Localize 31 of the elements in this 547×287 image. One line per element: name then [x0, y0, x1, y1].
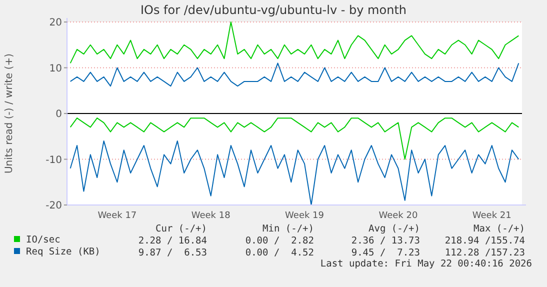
y-tick-label: 10 [49, 63, 62, 74]
text: Max (-/+) [474, 223, 525, 234]
x-tick-label: Week 20 [378, 211, 418, 222]
text: 0.00 / 4.52 [245, 247, 314, 258]
text: 218.94 /155.74 [444, 235, 526, 246]
text: 9.87 / 6.53 [138, 247, 207, 258]
line-series [70, 22, 520, 64]
chart-title: IOs for /dev/ubuntu-vg/ubuntu-lv - by month [140, 3, 407, 17]
y-axis-title: Units read (-) / write (+) [4, 53, 15, 174]
text: Avg (-/+) [368, 223, 420, 234]
legend-label: IO/sec [26, 234, 60, 246]
y-tick-label: 20 [49, 18, 62, 28]
x-tick-label: Week 18 [191, 211, 231, 222]
text: Last update: Fri May 22 00:40:16 2026 [320, 258, 532, 270]
y-tick-label: -20 [46, 200, 62, 212]
text: Cur (-/+) [156, 223, 207, 234]
x-tick-label: Week 17 [98, 211, 137, 222]
text: Min (-/+) [262, 223, 314, 234]
text: 2.36 / 13.73 [351, 235, 420, 246]
text: 9.45 / 7.23 [351, 247, 420, 258]
text: 0.00 / 2.82 [245, 235, 314, 246]
text: 2.28 / 16.84 [138, 235, 208, 246]
line-series [70, 118, 520, 160]
line-series [70, 140, 520, 206]
text: 112.28 /157.23 [444, 247, 525, 258]
y-tick-label: -10 [46, 154, 62, 166]
x-tick-label: Week 21 [472, 211, 512, 222]
y-tick-label: 0 [56, 109, 62, 120]
x-tick-label: Week 19 [285, 211, 324, 222]
legend-label: Req Size (KB) [26, 246, 100, 258]
line-series [70, 62, 520, 87]
